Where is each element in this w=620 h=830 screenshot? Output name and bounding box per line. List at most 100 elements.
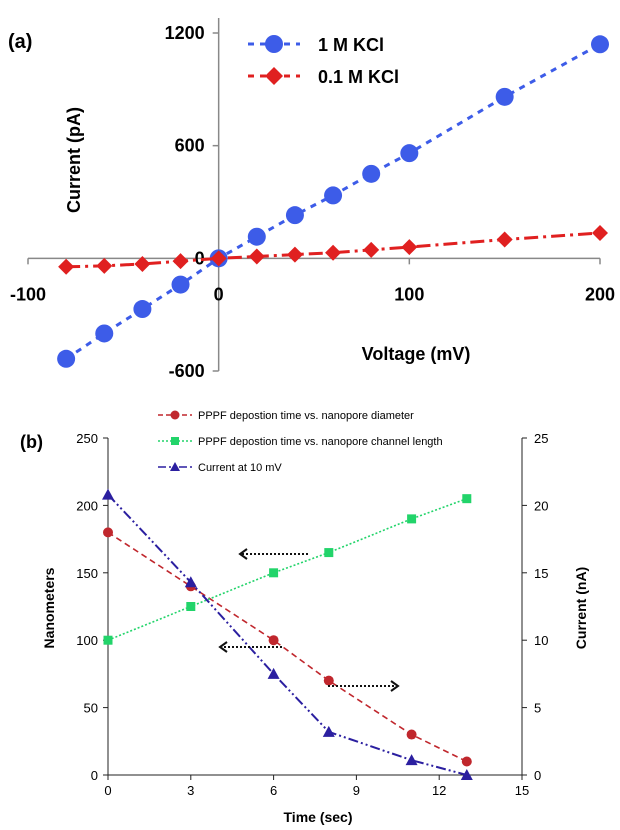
series-line-current bbox=[107, 493, 468, 776]
data-point-01m bbox=[363, 241, 380, 258]
data-point-01m bbox=[286, 246, 303, 263]
data-point-length bbox=[462, 494, 472, 504]
y2-tick-label-b: 5 bbox=[534, 701, 541, 716]
data-point-length bbox=[103, 635, 113, 645]
data-point-1m bbox=[591, 35, 609, 54]
data-point-diameter bbox=[103, 527, 113, 538]
data-point-current bbox=[267, 667, 280, 679]
axis-arrows bbox=[222, 553, 396, 687]
panel-label-b: (b) bbox=[20, 432, 43, 452]
y2-tick-label-b: 15 bbox=[534, 566, 548, 581]
data-point-1m bbox=[133, 300, 152, 319]
y-axis-label-a: Current (pA) bbox=[64, 107, 84, 213]
data-point-current bbox=[322, 725, 335, 737]
x-tick-label-b: 3 bbox=[187, 783, 194, 798]
chart-b-legend: PPPF depostion time vs. nanopore diamete… bbox=[158, 410, 443, 474]
y-tick-label-b: 200 bbox=[76, 498, 98, 513]
x-tick-label-a: 0 bbox=[214, 284, 224, 304]
y2-tick-label-b: 10 bbox=[534, 633, 548, 648]
data-point-01m bbox=[134, 255, 151, 272]
legend-marker-current bbox=[170, 462, 180, 471]
data-point-01m bbox=[248, 248, 265, 265]
data-point-current bbox=[102, 488, 114, 500]
arrowhead-left-lower bbox=[218, 641, 228, 653]
chart-a-series bbox=[57, 35, 609, 368]
chart-b-series bbox=[102, 488, 473, 780]
x-tick-label-b: 9 bbox=[353, 783, 360, 798]
legend-marker-length bbox=[171, 437, 179, 445]
legend-marker-diameter bbox=[170, 410, 180, 420]
data-point-1m bbox=[495, 87, 514, 106]
arrowhead-left-upper bbox=[238, 548, 248, 560]
x-tick-label-a: 200 bbox=[585, 284, 615, 304]
data-point-01m bbox=[325, 244, 342, 261]
data-point-diameter bbox=[323, 675, 334, 686]
data-point-diameter bbox=[406, 729, 417, 740]
data-point-01m bbox=[496, 231, 513, 248]
x-tick-label-a: 100 bbox=[394, 284, 424, 304]
y-axis-label-b: Nanometers bbox=[41, 567, 57, 648]
legend-label-current: Current at 10 mV bbox=[198, 462, 282, 474]
y-tick-label-b: 250 bbox=[76, 431, 98, 446]
data-point-1m bbox=[171, 275, 190, 294]
data-point-current bbox=[405, 754, 418, 766]
data-point-01m bbox=[172, 253, 189, 270]
data-point-diameter bbox=[461, 756, 472, 767]
x-tick-label-a: -100 bbox=[10, 284, 46, 304]
y2-tick-label-b: 20 bbox=[534, 498, 548, 513]
data-point-1m bbox=[285, 206, 304, 225]
data-point-diameter bbox=[268, 635, 279, 646]
x-tick-label-b: 12 bbox=[432, 783, 446, 798]
data-point-01m bbox=[210, 250, 227, 267]
chart-a-legend: 1 M KCl 0.1 M KCl bbox=[248, 35, 399, 87]
data-point-1m bbox=[247, 227, 266, 246]
data-point-01m bbox=[96, 257, 113, 274]
legend-label-01m: 0.1 M KCl bbox=[318, 67, 399, 87]
legend-marker-01m bbox=[265, 67, 283, 85]
data-point-current bbox=[460, 769, 473, 780]
y-tick-label-a: 0 bbox=[195, 248, 205, 268]
series-line-diameter bbox=[107, 531, 468, 763]
y-tick-label-b: 0 bbox=[91, 768, 98, 783]
series-line-01m bbox=[66, 231, 601, 269]
y-tick-label-b: 50 bbox=[84, 701, 98, 716]
data-point-1m bbox=[57, 349, 76, 368]
data-point-01m bbox=[592, 224, 608, 241]
data-point-current bbox=[184, 576, 197, 588]
x-tick-label-b: 6 bbox=[270, 783, 277, 798]
data-point-1m bbox=[362, 164, 381, 183]
data-point-1m bbox=[400, 144, 419, 163]
data-point-length bbox=[324, 548, 334, 558]
y-tick-label-a: -600 bbox=[169, 361, 205, 381]
y2-tick-label-b: 25 bbox=[534, 431, 548, 446]
data-point-01m bbox=[401, 239, 418, 256]
chart-a-axes: -100 0 100 200 -600 0 600 1200 bbox=[10, 18, 615, 381]
y-tick-label-b: 100 bbox=[76, 633, 98, 648]
legend-label-length: PPPF depostion time vs. nanopore channel… bbox=[198, 436, 443, 448]
y2-tick-label-b: 0 bbox=[534, 768, 541, 783]
panel-label-a: (a) bbox=[8, 31, 32, 53]
data-point-length bbox=[269, 568, 279, 578]
chart-a: (a) -100 0 100 200 -600 0 600 1200 1 M KCl 0.1 … bbox=[8, 18, 615, 381]
x-axis-label-b: Time (sec) bbox=[284, 809, 353, 825]
arrowhead-right bbox=[390, 680, 400, 692]
data-point-length bbox=[407, 514, 417, 524]
y-tick-label-b: 150 bbox=[76, 566, 98, 581]
axis-arrow-heads bbox=[218, 548, 400, 692]
legend-label-diameter: PPPF depostion time vs. nanopore diamete… bbox=[198, 410, 414, 422]
legend-marker-1m bbox=[265, 35, 283, 53]
x-axis-label-a: Voltage (mV) bbox=[362, 344, 471, 364]
y-tick-label-a: 1200 bbox=[165, 23, 205, 43]
y2-axis-label-b: Current (nA) bbox=[573, 567, 589, 649]
data-point-length bbox=[186, 602, 196, 611]
data-point-1m bbox=[95, 324, 114, 343]
series-line-length bbox=[107, 497, 468, 641]
legend-label-1m: 1 M KCl bbox=[318, 35, 384, 55]
data-point-01m bbox=[58, 258, 75, 275]
y-tick-label-a: 600 bbox=[175, 136, 205, 156]
data-point-1m bbox=[324, 186, 343, 205]
x-tick-label-b: 0 bbox=[104, 783, 111, 798]
